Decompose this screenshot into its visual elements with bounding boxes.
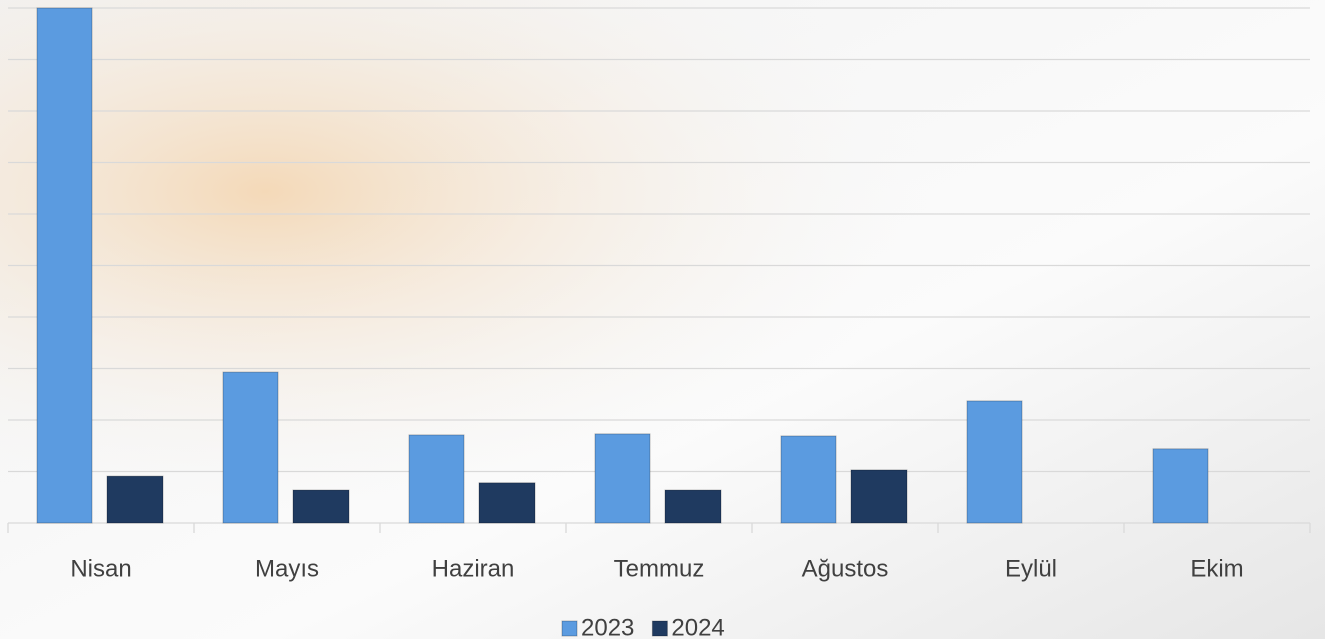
bar [408, 434, 465, 524]
bar [36, 7, 93, 524]
bar [292, 489, 350, 524]
bar [850, 469, 908, 524]
x-tick-label: Nisan [70, 555, 131, 582]
bar [478, 482, 536, 524]
bar [106, 475, 164, 524]
bar [664, 489, 722, 524]
bar [222, 371, 279, 524]
bar [594, 433, 651, 524]
x-tick-label: Ağustos [802, 555, 889, 582]
bar [966, 400, 1023, 524]
x-tick-label: Mayıs [255, 555, 319, 582]
x-tick-label: Eylül [1005, 555, 1057, 582]
x-tick-label: Ekim [1190, 555, 1243, 582]
legend-swatch [561, 620, 578, 637]
legend-label: 2024 [671, 614, 724, 639]
bar [780, 435, 837, 524]
x-tick-label: Temmuz [614, 555, 705, 582]
x-tick-label: Haziran [432, 555, 515, 582]
legend-label: 2023 [581, 614, 634, 639]
bar [1152, 448, 1209, 524]
legend-swatch [651, 620, 668, 637]
